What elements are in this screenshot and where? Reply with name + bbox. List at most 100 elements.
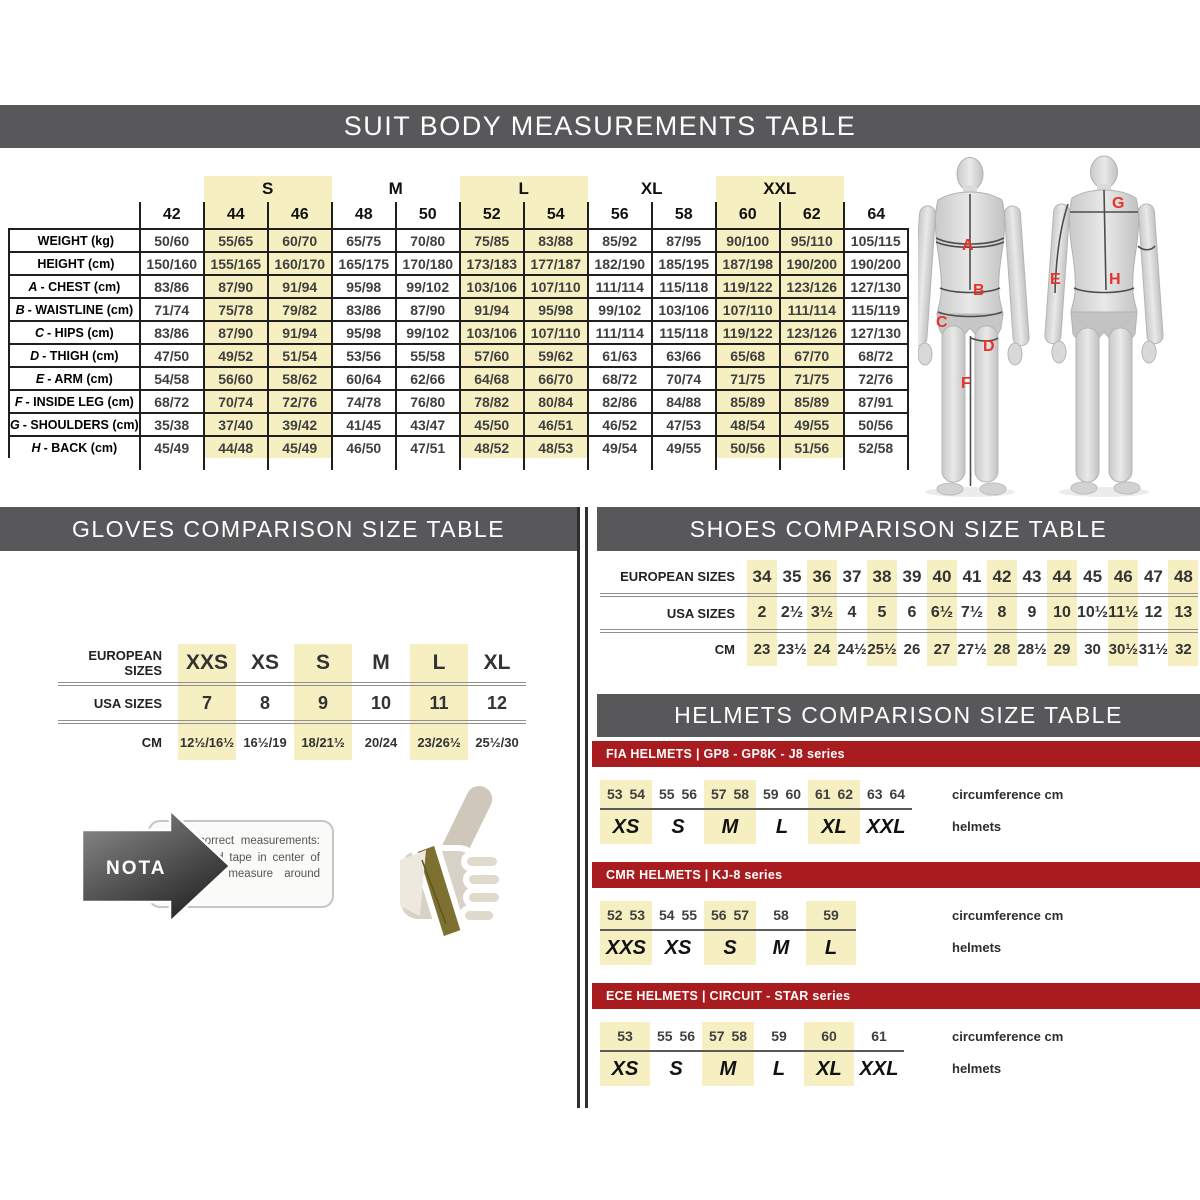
- helmet-size-label: XS: [664, 936, 692, 959]
- shoes-row: EUROPEAN SIZES 34 35 36 37 38 39 40 41 42 43 44 45 46…: [600, 560, 1199, 597]
- suit-value-cell: 107/110: [522, 274, 588, 298]
- helmet-section: ECE HELMETS | CIRCUIT - STAR series 53 XS 5…: [592, 983, 1200, 1095]
- shoes-value-cell: 44: [1047, 560, 1077, 597]
- row-label-text: - WAISTLINE (cm): [27, 302, 134, 317]
- suit-value-cell: 95/110: [778, 228, 844, 252]
- helmet-circumference-values: 57 58: [704, 780, 756, 810]
- helmet-size-group: 63 64 XXL: [860, 780, 912, 844]
- suit-value-cell: 61/63: [586, 343, 652, 367]
- helmet-circumference-values: 54 55: [652, 901, 704, 931]
- helmet-circumference-values: 59: [754, 1022, 804, 1052]
- suit-size-group-header: L: [459, 176, 588, 202]
- suit-value-cell: 48/53: [522, 435, 588, 458]
- suit-value-cell: 68/72: [138, 389, 204, 413]
- suit-body-measurements-table: S M L XL XXL 42 44 46 48 50 52 54 56 58 60 62 64 WEIGHT (…: [8, 176, 909, 470]
- helmet-size-label: M: [772, 936, 790, 959]
- circumference-value: 59: [823, 907, 839, 923]
- suit-value-cell: 68/72: [586, 366, 652, 390]
- circumference-value: 56: [710, 907, 727, 923]
- circumference-value: 55: [658, 786, 675, 802]
- circumference-value: 53: [617, 1028, 633, 1044]
- nota-arrow-icon: NOTA: [80, 808, 232, 925]
- row-label-text: WEIGHT (kg): [37, 233, 115, 248]
- helmet-size-label: XS: [612, 815, 640, 838]
- suit-value-cell: 123/126: [778, 274, 844, 298]
- suit-value-cell: 51/54: [266, 343, 332, 367]
- suit-value-cell: 58/62: [266, 366, 332, 390]
- shoes-value-cell: 39: [897, 560, 927, 597]
- shoes-value-cell: 34: [747, 560, 777, 597]
- suit-stub-tick: [458, 458, 524, 470]
- helmet-size-body: 53 XS 55 56 S 57 58 M 59 L 60 XL 61 XXL circumference …: [592, 1009, 1200, 1095]
- suit-data-row: A- CHEST (cm) 83/86 87/90 91/94 95/98 99/102 1…: [8, 274, 909, 298]
- shoes-value-cell: 40: [927, 560, 957, 597]
- suit-value-cell: 72/76: [266, 389, 332, 413]
- suit-value-cell: 165/175: [330, 251, 396, 275]
- suit-value-cell: 75/78: [202, 297, 268, 321]
- suit-value-cell: 43/47: [394, 412, 460, 436]
- suit-value-cell: 62/66: [394, 366, 460, 390]
- helmet-row-labels: circumference cm helmets: [952, 780, 1063, 844]
- suit-value-cell: 46/52: [586, 412, 652, 436]
- shoes-value-cell: 32: [1168, 631, 1199, 666]
- gloves-value-cell: XS: [236, 644, 294, 686]
- suit-value-cell: 99/102: [586, 297, 652, 321]
- shoes-value-cell: 35: [777, 560, 807, 597]
- measure-letter: F: [14, 394, 23, 409]
- suit-value-cell: 83/86: [138, 274, 204, 298]
- helmet-row-labels: circumference cm helmets: [952, 901, 1063, 965]
- helmet-size-group: 61 62 XL: [808, 780, 860, 844]
- suit-value-cell: 74/78: [330, 389, 396, 413]
- circumference-value: 59: [762, 786, 779, 802]
- shoes-row: CM 23 23½ 24 24½ 25½ 26 27 27½ 28 28½ 29 30 30½ 31½ 32: [600, 631, 1199, 666]
- row-label-text: - INSIDE LEG (cm): [25, 394, 134, 409]
- helmet-size-group: 57 58 M: [702, 1022, 754, 1086]
- back-body-figure: G E H: [1044, 155, 1164, 497]
- suit-value-cell: 37/40: [202, 412, 268, 436]
- circumference-value: 64: [889, 786, 906, 802]
- suit-value-cell: 91/94: [266, 274, 332, 298]
- helmet-size-group: 54 55 XS: [652, 901, 704, 965]
- suit-value-cell: 47/53: [650, 412, 716, 436]
- suit-value-cell: 87/91: [842, 389, 909, 413]
- helmet-size-label: XXS: [605, 936, 647, 959]
- section-divider-line: [585, 507, 588, 1108]
- shoes-table-title: SHOES COMPARISON SIZE TABLE: [689, 515, 1108, 542]
- suit-value-cell: 48/52: [458, 435, 524, 458]
- suit-value-cell: 59/62: [522, 343, 588, 367]
- circumference-value: 63: [866, 786, 883, 802]
- suit-value-cell: 190/200: [842, 251, 909, 275]
- circumference-value: 52: [606, 907, 623, 923]
- circumference-value: 55: [656, 1028, 673, 1044]
- helmet-size-label: XL: [816, 1057, 842, 1080]
- measure-letter: C: [35, 325, 45, 340]
- suit-data-row: H- BACK (cm) 45/49 44/48 45/49 46/50 47/51 48/…: [8, 435, 909, 458]
- circumference-cm-label: circumference cm: [952, 786, 1064, 802]
- gloves-row-label: EUROPEAN SIZES: [58, 644, 178, 686]
- helmet-size-label: L: [775, 815, 789, 838]
- suit-value-cell: 187/198: [714, 251, 780, 275]
- helmet-size-groups: 53 54 XS 55 56 S 57 58 M 59 60 L 61 62 XL 63 64 XXL: [600, 780, 912, 844]
- shoes-value-cell: 23: [747, 631, 777, 666]
- helmet-size-body: 53 54 XS 55 56 S 57 58 M 59 60 L 61 62 XL 63 64 XXL circum…: [592, 767, 1200, 853]
- gloves-row: USA SIZES 7 8 9 10 11 12: [58, 684, 526, 724]
- suit-row-label: E- ARM (cm): [8, 366, 140, 390]
- suit-size-header: 56: [586, 202, 652, 229]
- back-measure-lines: [1054, 189, 1156, 294]
- circumference-value: 58: [733, 786, 750, 802]
- gloves-value-cell: 23/26½: [410, 722, 468, 760]
- suit-value-cell: 71/75: [778, 366, 844, 390]
- helmet-section: FIA HELMETS | GP8 - GP8K - J8 series 53 54…: [592, 741, 1200, 853]
- measure-label-e: E: [1050, 271, 1061, 288]
- gloves-table-title-bar: GLOVES COMPARISON SIZE TABLE: [0, 507, 577, 551]
- shoes-value-cell: 2: [747, 595, 777, 633]
- suit-value-cell: 64/68: [458, 366, 524, 390]
- measure-label-d: D: [983, 338, 995, 355]
- back-silhouette: [1044, 155, 1164, 497]
- gloves-value-cell: 16½/19: [243, 734, 287, 750]
- measure-label-c: C: [936, 314, 948, 331]
- suit-value-cell: 83/88: [522, 228, 588, 252]
- suit-size-header: 48: [330, 202, 396, 229]
- shoes-value-cell: 24: [807, 631, 837, 666]
